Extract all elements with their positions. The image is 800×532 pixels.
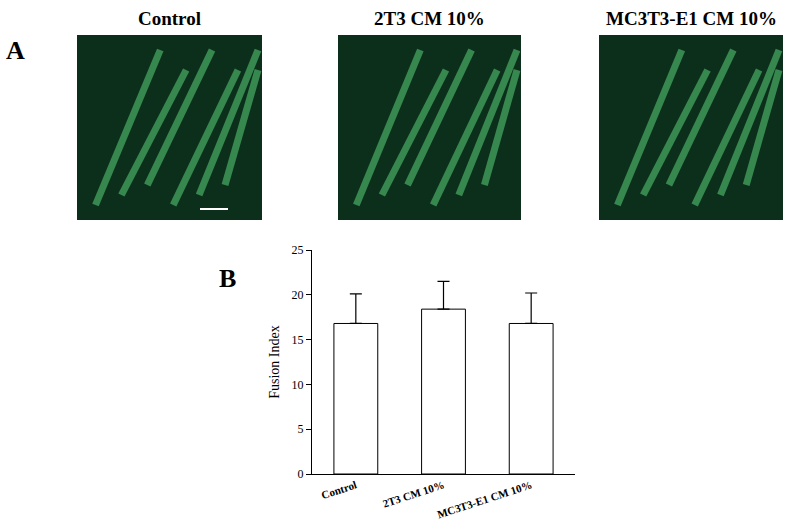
svg-text:10: 10: [292, 378, 304, 392]
svg-text:25: 25: [292, 243, 304, 257]
svg-text:Fusion Index: Fusion Index: [267, 325, 282, 399]
svg-text:2T3 CM 10%: 2T3 CM 10%: [374, 8, 485, 29]
svg-text:20: 20: [292, 288, 304, 302]
svg-text:MC3T3-E1 CM 10%: MC3T3-E1 CM 10%: [436, 478, 534, 520]
svg-text:Control: Control: [320, 478, 358, 501]
svg-text:MC3T3-E1 CM 10%: MC3T3-E1 CM 10%: [606, 8, 777, 29]
svg-text:0: 0: [298, 467, 304, 481]
svg-text:15: 15: [292, 333, 304, 347]
svg-text:2T3 CM 10%: 2T3 CM 10%: [381, 478, 446, 509]
svg-text:Control: Control: [138, 8, 201, 29]
svg-text:5: 5: [298, 422, 304, 436]
svg-text:A: A: [6, 36, 25, 65]
svg-text:B: B: [219, 264, 236, 293]
